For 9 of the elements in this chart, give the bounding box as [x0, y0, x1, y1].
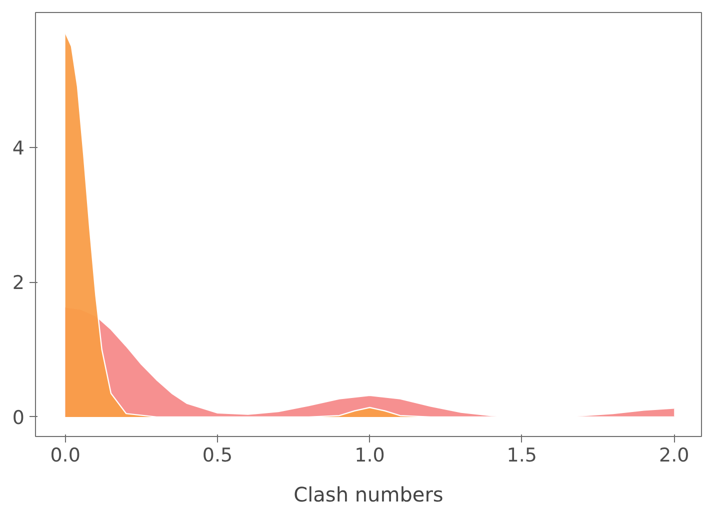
x-tick-label: 0.5	[202, 444, 233, 466]
x-tick-label: 1.5	[506, 444, 538, 466]
x-tick-label: 1.0	[354, 444, 385, 466]
y-tick-label: 4	[12, 137, 25, 160]
x-axis-title: Clash numbers	[294, 482, 444, 506]
x-tick-label: 0.0	[50, 444, 80, 466]
x-tick-label: 2.0	[658, 444, 690, 466]
y-tick-label: 2	[12, 272, 25, 294]
y-tick-label: 0	[12, 406, 25, 429]
